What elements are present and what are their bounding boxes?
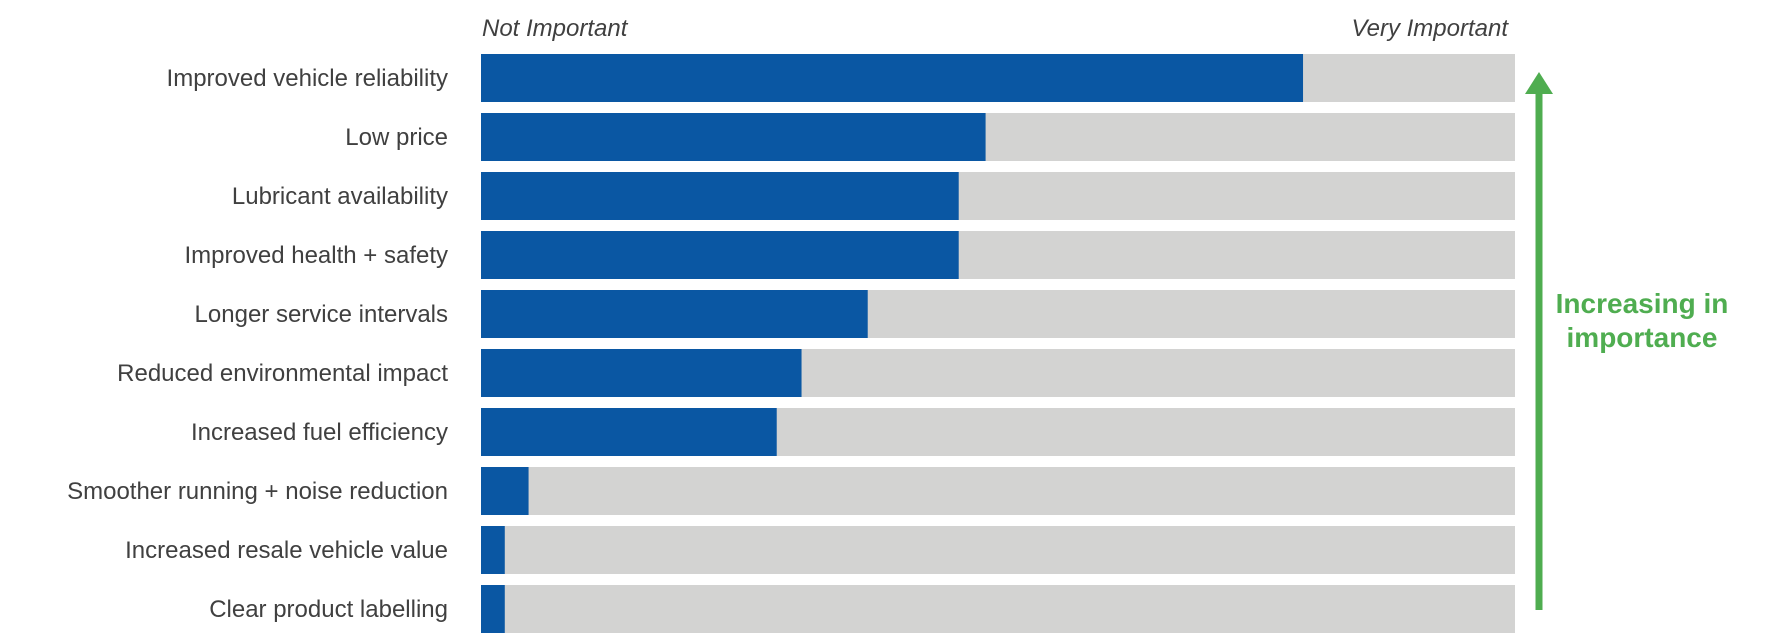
- bar: [481, 526, 505, 574]
- category-label: Smoother running + noise reduction: [67, 478, 448, 505]
- bar: [481, 585, 505, 633]
- category-label: Increased resale vehicle value: [125, 537, 448, 564]
- category-label: Improved vehicle reliability: [167, 65, 448, 92]
- category-label: Low price: [345, 124, 448, 151]
- bar-track: [481, 467, 1515, 515]
- bar: [481, 54, 1304, 102]
- category-label: Clear product labelling: [209, 596, 448, 623]
- category-label: Improved health + safety: [185, 242, 448, 269]
- scale-min-label: Not Important: [482, 15, 629, 42]
- bar-track: [481, 526, 1515, 574]
- bar: [481, 290, 868, 338]
- bar: [481, 113, 986, 161]
- bar-track: [481, 585, 1515, 633]
- chart-rows: Improved vehicle reliability Low price Lub…: [67, 54, 1515, 633]
- category-label: Increased fuel efficiency: [191, 419, 448, 446]
- category-label: Longer service intervals: [195, 301, 448, 328]
- bar: [481, 408, 777, 456]
- annotation-line-1: Increasing in: [1556, 288, 1729, 319]
- bar: [481, 467, 529, 515]
- bar: [481, 231, 959, 279]
- category-label: Reduced environmental impact: [117, 360, 448, 387]
- importance-arrow: [1525, 72, 1553, 610]
- scale-max-label: Very Important: [1351, 15, 1509, 42]
- arrow-head-icon: [1525, 72, 1553, 94]
- category-label: Lubricant availability: [232, 183, 448, 210]
- annotation-line-2: importance: [1567, 322, 1718, 353]
- bar: [481, 172, 959, 220]
- bar: [481, 349, 802, 397]
